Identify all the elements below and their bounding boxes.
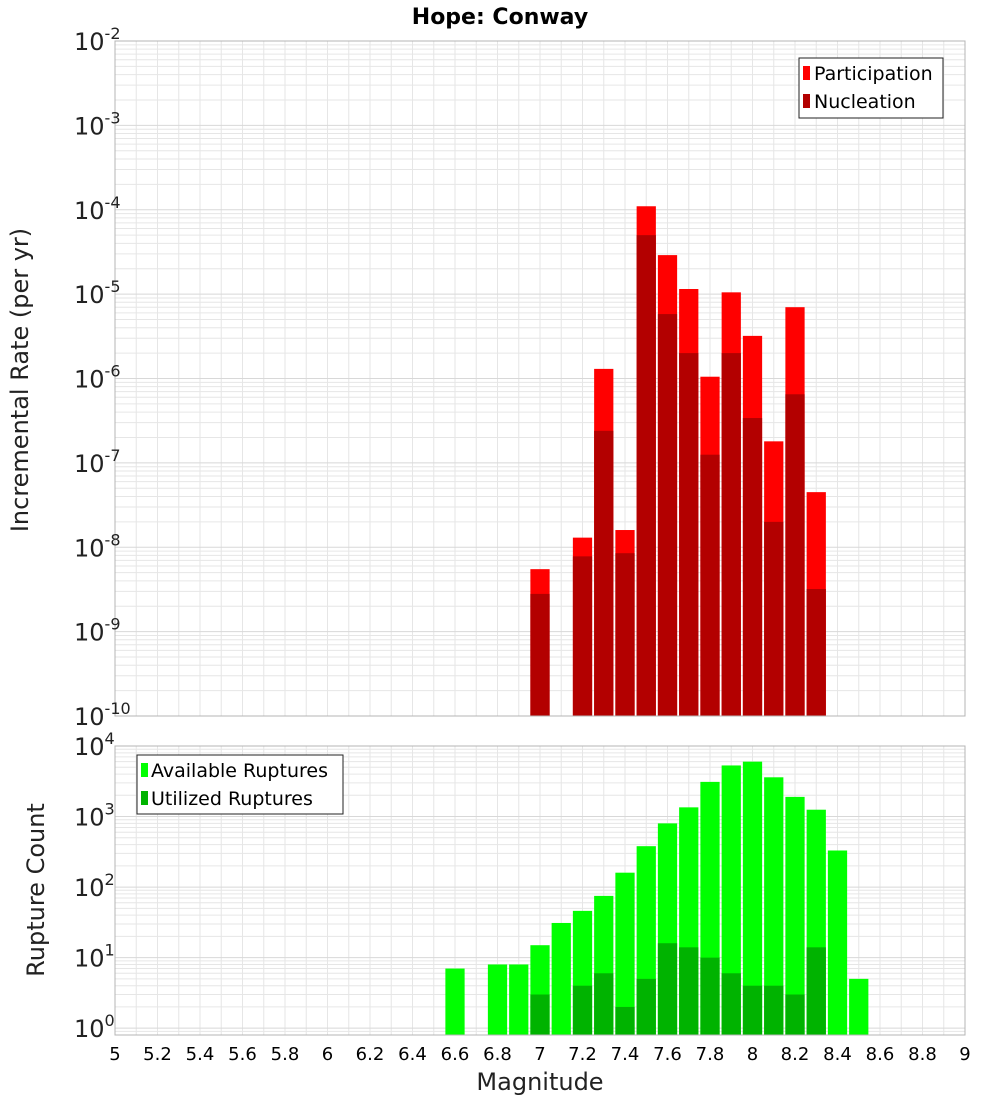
legend-label-participation: Participation xyxy=(814,63,933,85)
rate-legend: Participation Nucleation xyxy=(798,57,944,119)
rate-plot-border xyxy=(114,40,966,717)
x-tick-label: 6.6 xyxy=(441,1044,470,1065)
rate-y-tick-labels: 10-10 10-9 10-8 10-7 10-6 10-5 10-4 10-3 10-2 xyxy=(74,24,131,731)
count-bar-series1 xyxy=(721,765,741,1035)
rate-y-tick-label: 10-4 xyxy=(74,193,121,225)
x-tick-label: 8.6 xyxy=(866,1044,895,1065)
count-bar-series2 xyxy=(700,957,720,1035)
rate-bar-series2 xyxy=(785,394,805,716)
rate-y-tick-label: 10-8 xyxy=(74,530,121,562)
legend-swatch-utilized xyxy=(141,791,148,805)
x-tick-label: 5.4 xyxy=(186,1044,215,1065)
count-y-tick-label: 102 xyxy=(74,870,115,902)
rate-bar-series2 xyxy=(572,556,593,716)
count-plot-border xyxy=(114,745,966,1036)
x-tick-labels: 5 5.2 5.4 5.6 5.8 6 6.2 6.4 6.6 6.8 7 7.2 7.4 7.6 7.8 8… xyxy=(109,1044,970,1065)
count-y-tick-labels: 100 101 102 103 104 xyxy=(74,729,115,1043)
count-bar-series2 xyxy=(530,994,550,1035)
x-tick-label: 5.8 xyxy=(271,1044,300,1065)
count-bar-series1 xyxy=(785,796,805,1035)
count-y-axis-label: Rupture Count xyxy=(22,803,50,977)
rate-grid xyxy=(114,40,966,717)
legend-swatch-participation xyxy=(803,66,810,80)
rate-bar-series2 xyxy=(806,589,826,716)
rate-y-tick-label: 10-10 xyxy=(74,699,131,731)
chart-title: Hope: Conway xyxy=(412,5,588,30)
x-tick-label: 7.8 xyxy=(696,1044,725,1065)
rate-bar-series2 xyxy=(657,314,678,716)
x-tick-label: 7 xyxy=(534,1044,545,1065)
rate-y-axis-label: Incremental Rate (per yr) xyxy=(6,228,34,532)
rate-bar-series2 xyxy=(700,454,720,716)
x-tick-label: 7.4 xyxy=(611,1044,640,1065)
rate-y-tick-label: 10-6 xyxy=(74,362,121,394)
count-bar-series2 xyxy=(572,985,593,1035)
count-bar-series2 xyxy=(594,973,614,1035)
rate-y-tick-label: 10-5 xyxy=(74,277,121,309)
count-y-tick-label: 104 xyxy=(74,729,115,761)
count-bar-series1 xyxy=(764,777,784,1035)
count-legend: Available Ruptures Utilized Ruptures xyxy=(136,754,344,815)
rate-legend-box xyxy=(798,57,944,119)
count-bar-series2 xyxy=(785,994,805,1035)
x-tick-label: 7.6 xyxy=(653,1044,682,1065)
x-tick-label: 8 xyxy=(747,1044,758,1065)
x-tick-label: 6.4 xyxy=(398,1044,427,1065)
x-tick-label: 5.2 xyxy=(143,1044,172,1065)
rate-bar-series2 xyxy=(636,235,656,716)
count-legend-box xyxy=(136,754,344,815)
rate-bar-series2 xyxy=(679,353,699,716)
count-y-tick-label: 103 xyxy=(74,800,115,832)
x-tick-label: 9 xyxy=(959,1044,970,1065)
x-tick-label: 8.4 xyxy=(823,1044,852,1065)
rate-bar-series2 xyxy=(615,553,635,716)
count-panel: 100 101 102 103 104 5 5.2 5.4 5.6 5.8 6 6.2 6.4 6.6 6… xyxy=(22,729,971,1096)
rate-bar-series2 xyxy=(764,521,784,716)
count-bar-series2 xyxy=(657,943,678,1035)
rate-y-tick-label: 10-2 xyxy=(74,24,121,56)
rate-bar-series2 xyxy=(721,353,741,716)
count-bar-series1 xyxy=(445,968,465,1035)
count-bar-series2 xyxy=(764,985,784,1035)
count-bar-series1 xyxy=(849,978,869,1035)
legend-swatch-nucleation xyxy=(803,94,810,108)
count-bar-series1 xyxy=(487,964,508,1035)
legend-label-utilized: Utilized Ruptures xyxy=(151,788,313,810)
rate-bars xyxy=(530,206,826,716)
count-bar-series1 xyxy=(827,850,848,1035)
rate-panel: 10-10 10-9 10-8 10-7 10-6 10-5 10-4 10-3 10-2 In… xyxy=(6,24,966,731)
x-tick-label: 5 xyxy=(109,1044,120,1065)
x-tick-label: 6.8 xyxy=(483,1044,512,1065)
count-bar-series2 xyxy=(742,985,763,1035)
x-tick-label: 6 xyxy=(322,1044,333,1065)
legend-label-available: Available Ruptures xyxy=(151,760,328,782)
x-tick-label: 7.2 xyxy=(568,1044,597,1065)
x-axis-label: Magnitude xyxy=(476,1068,603,1096)
rate-y-tick-label: 10-7 xyxy=(74,446,121,478)
x-tick-label: 5.6 xyxy=(228,1044,257,1065)
rate-bar-series2 xyxy=(594,430,614,716)
count-bar-series2 xyxy=(636,978,656,1035)
count-bars xyxy=(445,761,869,1035)
rate-bar-series2 xyxy=(742,418,763,716)
x-tick-label: 8.8 xyxy=(908,1044,937,1065)
count-bar-series2 xyxy=(806,947,826,1035)
legend-label-nucleation: Nucleation xyxy=(814,91,916,113)
rate-y-tick-label: 10-9 xyxy=(74,615,121,647)
count-y-tick-label: 100 xyxy=(74,1011,115,1043)
count-bar-series2 xyxy=(679,947,699,1035)
rate-bar-series2 xyxy=(530,593,550,716)
count-bar-series2 xyxy=(615,1006,635,1035)
x-tick-label: 8.2 xyxy=(781,1044,810,1065)
count-bar-series1 xyxy=(509,964,529,1035)
count-bar-series1 xyxy=(615,872,635,1035)
x-tick-label: 6.2 xyxy=(356,1044,385,1065)
count-bar-series1 xyxy=(551,922,571,1035)
count-bar-series1 xyxy=(742,761,763,1035)
count-y-tick-label: 101 xyxy=(74,941,115,973)
rate-y-tick-label: 10-3 xyxy=(74,108,121,140)
legend-swatch-available xyxy=(141,763,148,777)
count-bar-series2 xyxy=(721,973,741,1035)
